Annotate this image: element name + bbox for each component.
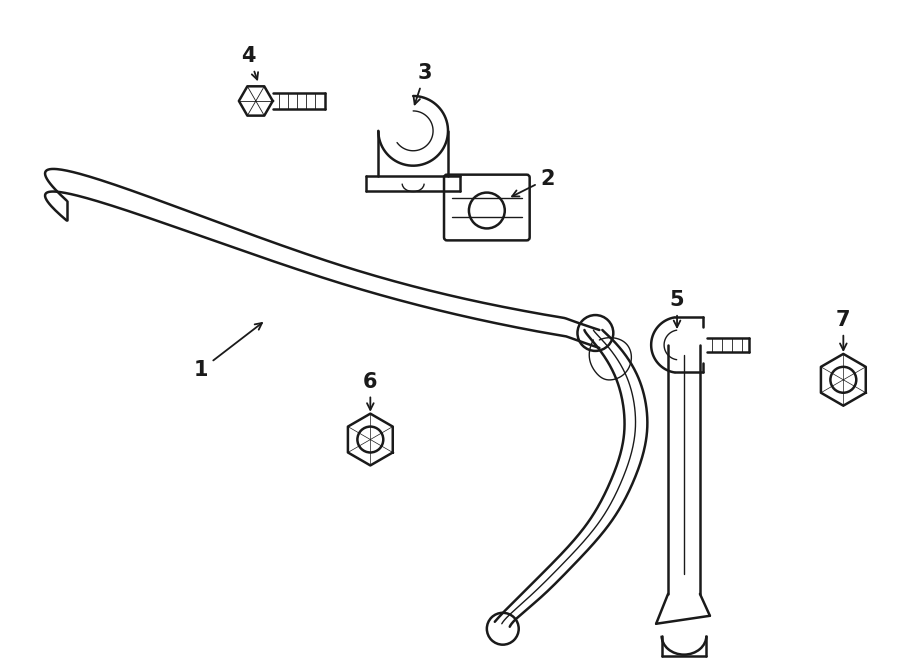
Text: 3: 3 — [414, 63, 432, 104]
Text: 4: 4 — [241, 46, 258, 79]
Text: 7: 7 — [836, 310, 850, 350]
Text: 2: 2 — [512, 169, 554, 196]
FancyBboxPatch shape — [444, 175, 530, 241]
Circle shape — [831, 367, 856, 393]
Text: 6: 6 — [363, 371, 378, 410]
Circle shape — [469, 192, 505, 229]
Circle shape — [357, 426, 383, 453]
Circle shape — [578, 315, 613, 351]
Circle shape — [487, 613, 518, 644]
Text: 5: 5 — [670, 290, 684, 327]
Text: 1: 1 — [194, 323, 262, 380]
